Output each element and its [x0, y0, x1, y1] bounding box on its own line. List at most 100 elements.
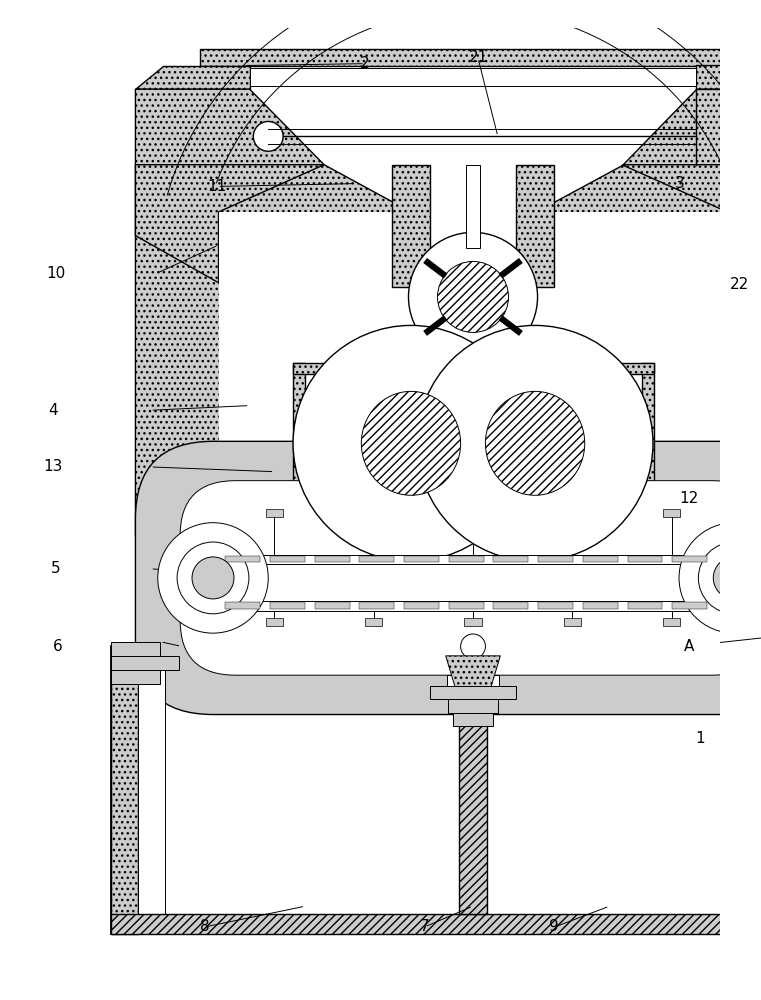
Bar — [138, 667, 165, 934]
Polygon shape — [135, 66, 250, 89]
Polygon shape — [135, 165, 411, 509]
Bar — [672, 556, 707, 562]
Bar — [466, 346, 480, 363]
Polygon shape — [135, 89, 324, 165]
Bar — [135, 509, 761, 536]
Polygon shape — [535, 165, 761, 509]
Polygon shape — [218, 283, 728, 509]
Bar — [266, 618, 283, 626]
Text: 6: 6 — [53, 639, 63, 654]
Polygon shape — [135, 165, 324, 283]
Bar — [404, 556, 439, 562]
Bar — [365, 509, 383, 517]
Polygon shape — [200, 49, 746, 66]
Ellipse shape — [361, 391, 460, 495]
Bar — [110, 914, 761, 934]
Ellipse shape — [486, 391, 584, 495]
Circle shape — [192, 557, 234, 599]
Bar — [464, 509, 482, 517]
Circle shape — [417, 325, 653, 561]
Circle shape — [679, 523, 761, 633]
Bar — [538, 556, 573, 562]
Bar — [538, 602, 573, 609]
Circle shape — [713, 557, 755, 599]
Bar — [393, 165, 429, 287]
Polygon shape — [250, 68, 696, 86]
Bar — [359, 556, 394, 562]
Text: 10: 10 — [46, 266, 65, 281]
Text: 3: 3 — [675, 176, 684, 191]
Circle shape — [409, 232, 537, 361]
Text: 2: 2 — [360, 56, 370, 71]
Circle shape — [438, 261, 508, 332]
Circle shape — [177, 542, 249, 614]
FancyBboxPatch shape — [180, 481, 761, 675]
Bar — [564, 509, 581, 517]
Circle shape — [158, 523, 268, 633]
Bar — [663, 509, 680, 517]
Bar — [460, 694, 487, 914]
Bar — [628, 602, 662, 609]
Text: 12: 12 — [680, 491, 699, 506]
Bar — [293, 363, 305, 509]
Bar — [225, 602, 260, 609]
Bar — [583, 556, 618, 562]
Bar — [365, 618, 383, 626]
Bar — [110, 642, 161, 656]
Circle shape — [253, 121, 283, 151]
Bar — [628, 556, 662, 562]
Bar — [449, 556, 483, 562]
Text: 8: 8 — [199, 919, 209, 934]
Bar — [493, 602, 528, 609]
Polygon shape — [622, 89, 761, 165]
Bar — [110, 656, 179, 670]
Bar — [110, 670, 161, 684]
Bar — [449, 602, 483, 609]
Circle shape — [293, 325, 529, 561]
Bar — [293, 363, 654, 374]
Bar — [359, 602, 394, 609]
Bar — [466, 165, 480, 248]
Text: 4: 4 — [49, 403, 58, 418]
Bar — [266, 509, 283, 517]
Bar — [315, 556, 349, 562]
Bar — [404, 602, 439, 609]
Polygon shape — [446, 656, 500, 689]
Text: 21: 21 — [469, 50, 488, 65]
Bar — [293, 498, 654, 509]
Bar — [219, 601, 728, 611]
Bar — [672, 602, 707, 609]
Bar — [464, 618, 482, 626]
Bar — [564, 618, 581, 626]
Bar — [517, 165, 554, 287]
Bar — [110, 646, 138, 934]
Circle shape — [460, 634, 486, 659]
Bar — [642, 363, 654, 509]
Polygon shape — [696, 66, 761, 89]
Polygon shape — [622, 165, 761, 283]
Polygon shape — [218, 212, 728, 509]
Bar — [663, 618, 680, 626]
Bar — [447, 675, 499, 696]
Bar — [270, 602, 305, 609]
Bar — [583, 602, 618, 609]
Text: 7: 7 — [420, 919, 429, 934]
Text: 5: 5 — [51, 561, 61, 576]
Bar — [110, 646, 761, 934]
Circle shape — [699, 542, 761, 614]
FancyBboxPatch shape — [135, 441, 761, 715]
Bar — [270, 556, 305, 562]
Text: 1: 1 — [696, 731, 705, 746]
Bar — [448, 699, 498, 713]
Bar — [225, 556, 260, 562]
Text: A: A — [684, 639, 694, 654]
Bar — [315, 602, 349, 609]
Bar — [219, 555, 728, 564]
Text: 13: 13 — [43, 459, 63, 474]
Bar — [452, 696, 494, 710]
Bar — [453, 713, 493, 726]
Bar — [493, 556, 528, 562]
Bar — [429, 686, 517, 699]
Text: 11: 11 — [207, 179, 226, 194]
Text: 22: 22 — [731, 277, 750, 292]
